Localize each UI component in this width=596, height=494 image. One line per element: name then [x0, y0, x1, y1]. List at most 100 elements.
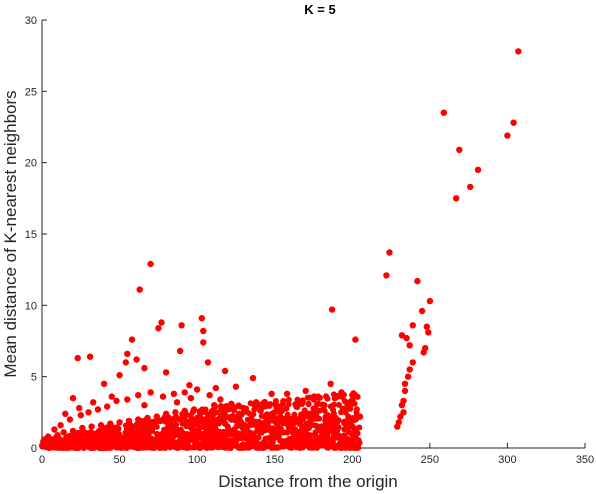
cluster-point — [267, 401, 274, 407]
cluster-point — [259, 442, 266, 449]
cluster-point — [247, 417, 254, 423]
cluster-point — [281, 438, 287, 445]
data-point — [198, 315, 205, 322]
cluster-point — [336, 401, 342, 408]
data-point — [409, 322, 416, 329]
cluster-point — [174, 444, 181, 451]
x-tick-label: 150 — [266, 454, 284, 466]
data-point — [108, 393, 116, 400]
cluster-point — [327, 403, 334, 410]
cluster-point — [247, 400, 254, 407]
cluster-point — [215, 431, 221, 438]
data-point — [420, 349, 427, 356]
y-tick-label: 5 — [31, 372, 37, 384]
data-point — [170, 390, 178, 397]
cluster-point — [299, 397, 306, 404]
cluster-point — [100, 438, 107, 445]
data-point — [268, 390, 275, 397]
cluster-point — [261, 398, 268, 405]
cluster-point — [316, 415, 323, 422]
data-point — [74, 354, 81, 362]
cluster-point — [122, 429, 129, 436]
data-point — [398, 402, 406, 409]
cluster-point — [347, 443, 354, 450]
cluster-point — [226, 444, 233, 451]
cluster-point — [280, 398, 287, 405]
data-point — [221, 367, 229, 375]
cluster-point — [341, 420, 348, 427]
cluster-point — [349, 396, 356, 403]
cluster-point — [218, 412, 225, 419]
cluster-point — [112, 428, 119, 435]
cluster-point — [326, 436, 333, 443]
cluster-point — [271, 410, 278, 416]
cluster-point — [201, 444, 208, 450]
cluster-point — [274, 421, 281, 428]
data-point — [423, 323, 430, 330]
data-point — [504, 132, 511, 139]
cluster-point — [235, 402, 242, 409]
cluster-point — [212, 403, 219, 410]
cluster-point — [344, 404, 350, 411]
cluster-point — [128, 441, 134, 447]
cluster-point — [352, 430, 359, 437]
cluster-point — [231, 427, 238, 434]
cluster-point — [352, 391, 359, 398]
data-point — [181, 389, 188, 396]
cluster-point — [209, 443, 216, 450]
cluster-point — [208, 408, 215, 415]
cluster-point — [323, 393, 329, 400]
data-point — [116, 419, 123, 426]
cluster-point — [209, 419, 216, 426]
cluster-point — [304, 411, 311, 418]
data-point — [147, 260, 154, 268]
data-point — [401, 380, 409, 387]
x-tick-label: 250 — [421, 454, 439, 466]
cluster-point — [254, 426, 261, 433]
data-point — [515, 48, 522, 55]
data-point — [403, 334, 410, 342]
cluster-point — [182, 441, 189, 448]
cluster-point — [165, 415, 172, 422]
data-point — [85, 409, 92, 416]
cluster-point — [272, 400, 279, 407]
cluster-point — [59, 439, 65, 446]
cluster-point — [310, 396, 317, 403]
cluster-point — [95, 443, 102, 450]
cluster-point — [98, 428, 105, 435]
cluster-point — [251, 441, 258, 448]
x-tick-label: 350 — [576, 454, 594, 466]
cluster-point — [144, 424, 151, 431]
cluster-point — [179, 420, 186, 427]
cluster-point — [321, 407, 328, 414]
cluster-point — [180, 430, 187, 437]
cluster-point — [171, 425, 178, 431]
cluster-point — [131, 423, 138, 430]
data-point — [397, 413, 404, 420]
cluster-point — [346, 437, 353, 444]
cluster-point — [294, 404, 301, 411]
cluster-point — [245, 410, 252, 416]
y-tick-label: 25 — [25, 86, 37, 98]
data-point — [232, 383, 240, 390]
data-point — [212, 384, 219, 392]
cluster-point — [320, 441, 327, 448]
data-point — [135, 392, 142, 399]
data-point — [66, 416, 74, 423]
cluster-point — [231, 432, 238, 439]
data-point — [155, 325, 162, 332]
cluster-point — [353, 406, 360, 413]
data-point — [409, 359, 416, 366]
cluster-point — [305, 400, 312, 407]
data-point — [104, 403, 111, 410]
cluster-point — [232, 417, 239, 424]
cluster-point — [264, 411, 270, 418]
cluster-point — [356, 424, 363, 431]
cluster-point — [156, 433, 163, 440]
data-point — [283, 390, 291, 397]
data-point — [136, 286, 143, 293]
data-point — [128, 336, 136, 343]
data-point — [200, 327, 207, 335]
data-point — [249, 374, 257, 382]
